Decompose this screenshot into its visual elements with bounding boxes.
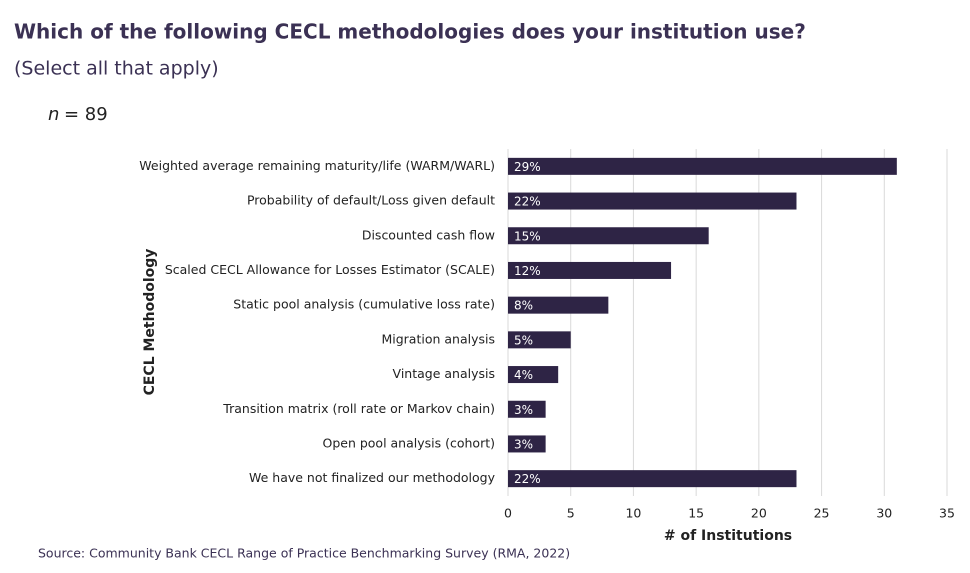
y-tick-label: Static pool analysis (cumulative loss ra… (233, 297, 495, 312)
y-tick-label: Scaled CECL Allowance for Losses Estimat… (165, 262, 495, 277)
x-tick-label: 5 (567, 506, 575, 521)
bar-label: 8% (514, 299, 533, 313)
bar (508, 157, 897, 175)
bar (508, 400, 546, 418)
bar-label: 15% (514, 229, 541, 243)
chart-subtitle: (Select all that apply) (14, 58, 219, 80)
bar-label: 5% (514, 333, 533, 347)
bar (508, 435, 546, 453)
x-tick-label: 20 (751, 506, 767, 521)
n-text: = 89 (64, 104, 108, 125)
x-tick-label: 30 (876, 506, 892, 521)
bar (508, 227, 709, 245)
y-tick-label: Vintage analysis (393, 366, 495, 381)
y-tick-label: Open pool analysis (cohort) (322, 435, 495, 450)
bar (508, 261, 672, 279)
source-note: Source: Community Bank CECL Range of Pra… (38, 546, 570, 561)
bar-label: 29% (514, 160, 541, 174)
bar (508, 192, 797, 210)
y-tick-label: Discounted cash flow (362, 227, 495, 242)
n-symbol: n (48, 104, 59, 125)
bar-label: 12% (514, 264, 541, 278)
bar (508, 296, 609, 314)
x-tick-label: 15 (688, 506, 704, 521)
bar-label: 4% (514, 368, 533, 382)
bar-label: 3% (514, 437, 533, 451)
bar-label: 22% (514, 195, 541, 209)
y-tick-label: Probability of default/Loss given defaul… (247, 193, 495, 208)
y-axis-title: CECL Methodology (142, 249, 158, 396)
bar (508, 470, 797, 488)
bar (508, 366, 559, 384)
bar (508, 331, 571, 349)
y-tick-label: Transition matrix (roll rate or Markov c… (222, 401, 495, 416)
x-tick-label: 0 (504, 506, 512, 521)
bar-label: 3% (514, 403, 533, 417)
chart-title: Which of the following CECL methodologie… (14, 20, 806, 44)
y-tick-label: We have not finalized our methodology (249, 470, 496, 485)
y-tick-label: Weighted average remaining maturity/life… (139, 158, 495, 173)
x-tick-label: 10 (625, 506, 641, 521)
x-tick-label: 35 (939, 506, 955, 521)
x-tick-label: 25 (814, 506, 830, 521)
y-tick-label: Migration analysis (381, 331, 495, 346)
x-axis-title: # of Institutions (664, 528, 792, 544)
bar-label: 22% (514, 472, 541, 486)
